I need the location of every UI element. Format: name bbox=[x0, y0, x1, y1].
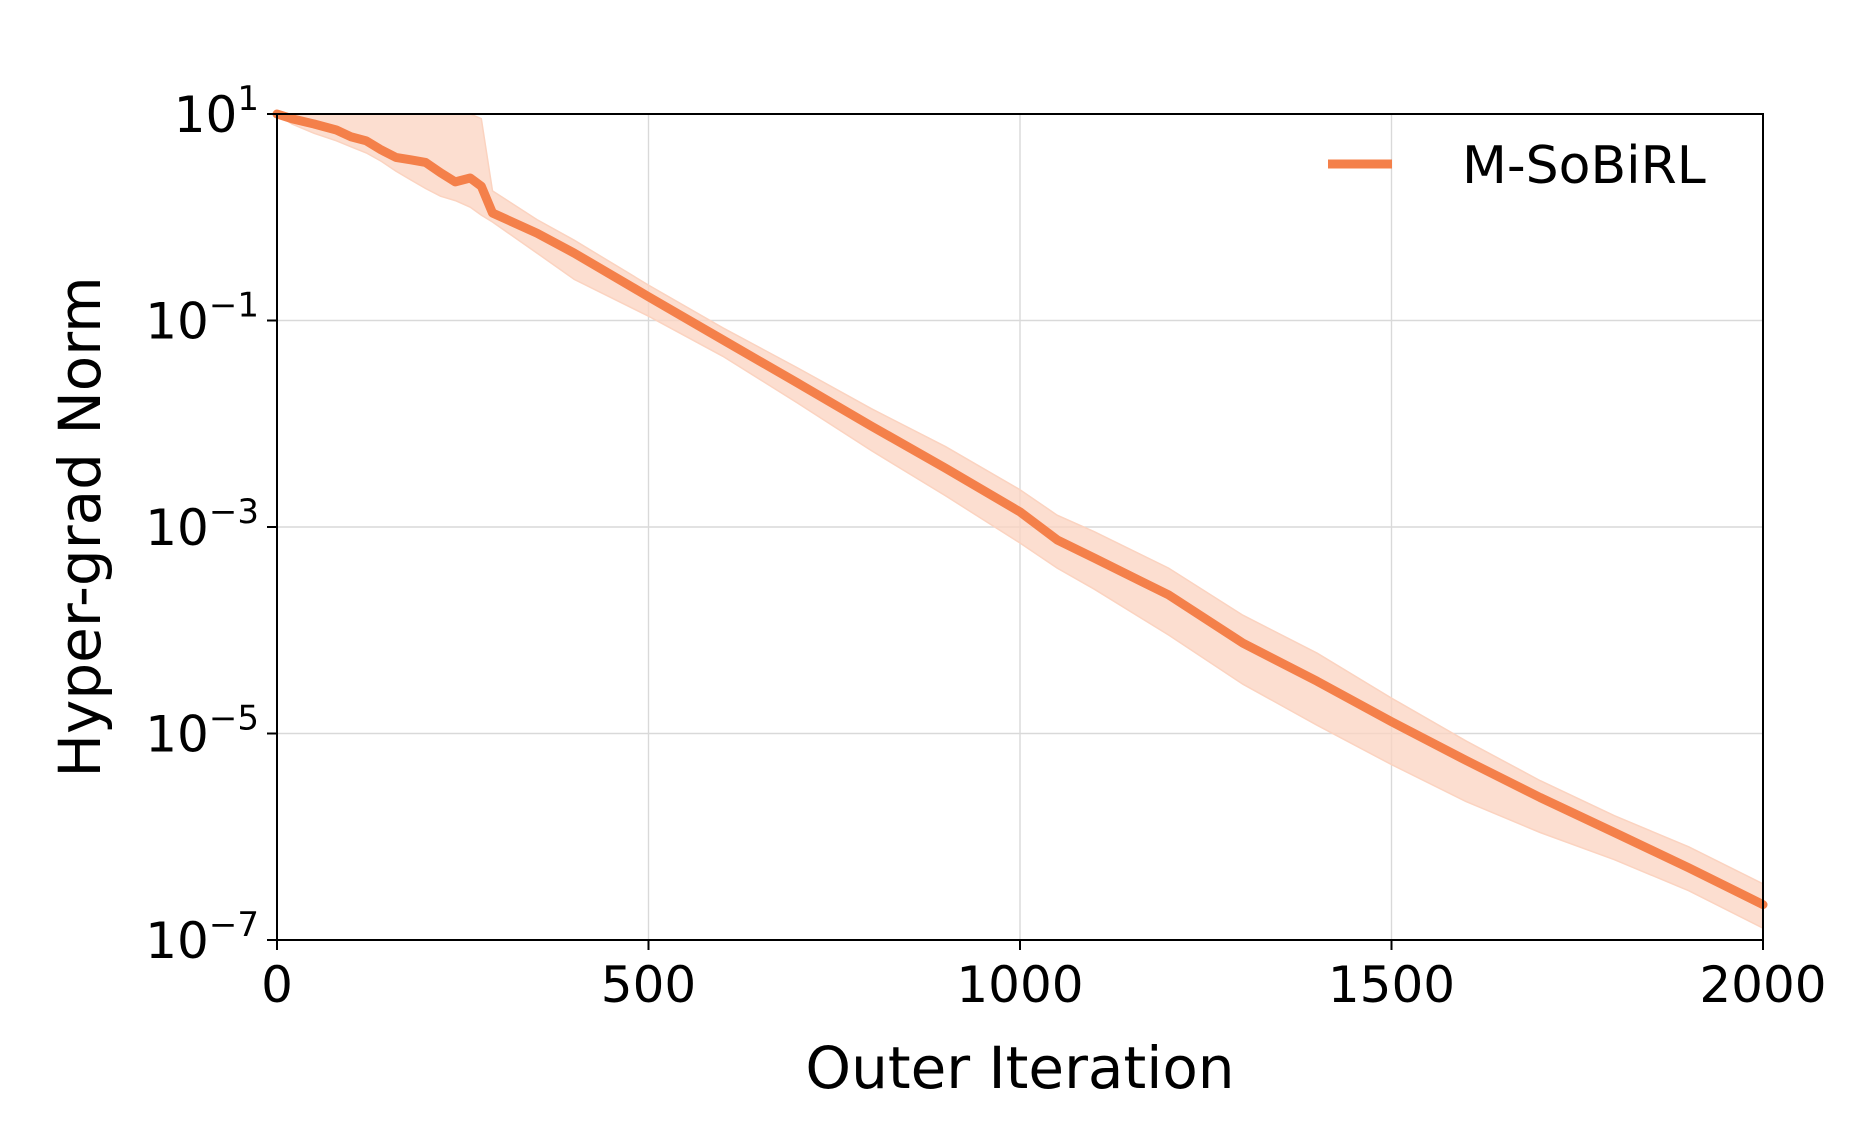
series-lines bbox=[272, 109, 1768, 910]
y-tick-label: 101 bbox=[174, 79, 259, 144]
x-tick-label: 1000 bbox=[956, 956, 1083, 1014]
x-tick-label: 2000 bbox=[1699, 956, 1826, 1014]
y-tick-exponent: −7 bbox=[209, 905, 259, 945]
y-tick-exponent: 1 bbox=[237, 79, 259, 119]
y-axis-label: Hyper-grad Norm bbox=[46, 276, 114, 777]
legend-label-m-sobirl: M-SoBiRL bbox=[1462, 136, 1706, 196]
y-tick-base: 10 bbox=[174, 86, 238, 144]
legend: M-SoBiRL bbox=[1328, 136, 1706, 196]
series-line-0 bbox=[272, 109, 1768, 910]
y-tick-label: 10−5 bbox=[145, 699, 259, 764]
y-tick-label: 10−7 bbox=[145, 905, 259, 970]
x-tick-label: 0 bbox=[261, 956, 293, 1014]
y-tick-base: 10 bbox=[145, 912, 209, 970]
y-tick-base: 10 bbox=[145, 706, 209, 764]
y-tick-exponent: −5 bbox=[209, 699, 259, 739]
y-tick-exponent: −1 bbox=[209, 286, 259, 326]
y-tick-base: 10 bbox=[145, 293, 209, 351]
y-tick-exponent: −3 bbox=[209, 492, 259, 532]
y-tick-label: 10−1 bbox=[145, 286, 259, 351]
y-tick-label: 10−3 bbox=[145, 492, 259, 557]
x-tick-label: 500 bbox=[601, 956, 696, 1014]
x-axis-ticks: 0 500 1000 1500 2000 bbox=[261, 940, 1827, 1014]
y-tick-base: 10 bbox=[145, 499, 209, 557]
x-tick-label: 1500 bbox=[1328, 956, 1455, 1014]
x-axis-label: Outer Iteration bbox=[805, 1034, 1234, 1102]
